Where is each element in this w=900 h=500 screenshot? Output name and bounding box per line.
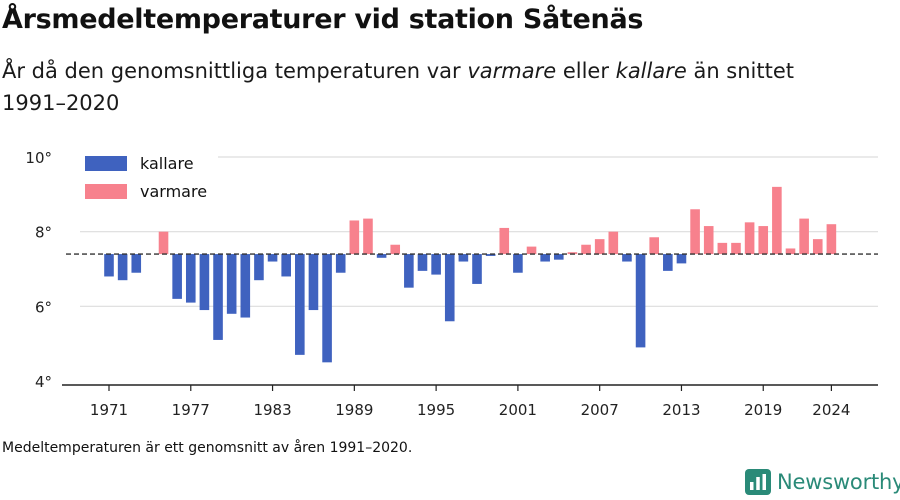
bar-2024	[826, 224, 837, 255]
bar-2018	[744, 222, 755, 255]
x-tick-label: 2024	[812, 401, 850, 419]
x-axis-ticks: 1971 1977 1983 1989 1995 2001 2007 2013 2019 2024	[90, 385, 850, 419]
bar-1988	[335, 254, 346, 273]
bar-2005	[567, 252, 578, 255]
x-tick-label: 2019	[744, 401, 782, 419]
subtitle-part-2: eller	[556, 59, 616, 83]
brand-name: Newsworthy	[777, 470, 900, 494]
legend-label-varmare: varmare	[140, 182, 207, 201]
x-tick-label: 2001	[499, 401, 537, 419]
bar-2023	[812, 239, 823, 255]
bar-2006	[581, 244, 591, 255]
bar-2009	[622, 254, 632, 262]
bar-1978	[199, 254, 210, 311]
x-tick-label: 1977	[172, 401, 210, 419]
legend-swatch-varmare	[85, 184, 127, 199]
bar-1975	[158, 231, 169, 255]
bar-2017	[731, 242, 741, 255]
newsworthy-logo: Newsworthy	[745, 467, 900, 497]
bar-2007	[594, 239, 605, 255]
x-tick-label: 1989	[335, 401, 373, 419]
legend: kallare varmare	[76, 150, 218, 212]
y-tick-label: 4°	[35, 373, 52, 391]
bar-1977	[185, 254, 196, 303]
chart-title: Årsmedeltemperaturer vid station Såtenäs	[2, 4, 644, 35]
bar-1985	[295, 254, 305, 355]
bar-1983	[267, 254, 278, 262]
bar-1995	[431, 254, 441, 275]
subtitle-cold-word: kallare	[615, 59, 687, 83]
bar-1993	[404, 254, 414, 288]
bar-1994	[417, 254, 428, 271]
legend-swatch-kallare	[85, 156, 127, 171]
x-tick-label: 1995	[417, 401, 455, 419]
bar-2010	[635, 254, 646, 348]
bar-2011	[649, 237, 659, 255]
bar-1986	[308, 254, 319, 311]
bar-2013	[676, 254, 687, 264]
subtitle-part-3: än snittet 1991–2020	[2, 59, 795, 115]
bar-1989	[349, 220, 360, 255]
bars-layer	[104, 186, 837, 363]
bar-2015	[703, 226, 714, 255]
x-tick-label: 2007	[581, 401, 619, 419]
subtitle-warm-word: varmare	[467, 59, 557, 83]
x-tick-label: 1983	[253, 401, 291, 419]
bar-1996	[444, 254, 455, 322]
bar-1990	[363, 218, 373, 255]
bar-1991	[376, 254, 387, 258]
bar-2014	[690, 209, 700, 255]
bar-1992	[390, 244, 401, 255]
bar-1997	[458, 254, 469, 262]
bar-2000	[499, 227, 510, 255]
bar-2022	[799, 218, 809, 255]
bar-2008	[608, 231, 619, 255]
newsworthy-logo-icon	[745, 469, 771, 495]
bar-1981	[240, 254, 251, 318]
chart-subtitle: År då den genomsnittliga temperaturen va…	[2, 55, 862, 119]
x-tick-label: 2013	[662, 401, 700, 419]
subtitle-part-1: År då den genomsnittliga temperaturen va…	[2, 59, 468, 83]
bar-1976	[172, 254, 182, 299]
bar-1987	[322, 254, 332, 363]
bar-1979	[213, 254, 223, 340]
temperature-bar-chart: 4° 6° 8° 10° 1971 1977 1983 1989 1995 2001 2007 20…	[25, 149, 878, 419]
bar-2021	[785, 248, 796, 255]
bar-2012	[663, 254, 673, 271]
bar-2019	[758, 226, 769, 255]
bar-2020	[772, 186, 782, 255]
y-tick-label: 8°	[35, 224, 52, 242]
y-tick-label: 10°	[25, 149, 52, 167]
bar-2001	[513, 254, 523, 273]
bar-2016	[717, 242, 728, 255]
bar-2003	[540, 254, 550, 262]
bar-1973	[131, 254, 142, 273]
bar-1980	[226, 254, 237, 314]
x-tick-label: 1971	[90, 401, 128, 419]
bar-1984	[281, 254, 291, 277]
bar-1999	[485, 254, 496, 256]
bar-1971	[104, 254, 114, 277]
y-tick-label: 6°	[35, 298, 52, 316]
footnote: Medeltemperaturen är ett genomsnitt av å…	[2, 440, 413, 456]
bar-2004	[553, 254, 564, 260]
bar-1972	[117, 254, 128, 281]
bar-2002	[526, 246, 537, 255]
bar-1998	[472, 254, 482, 284]
legend-label-kallare: kallare	[140, 154, 194, 173]
bar-1982	[254, 254, 264, 281]
